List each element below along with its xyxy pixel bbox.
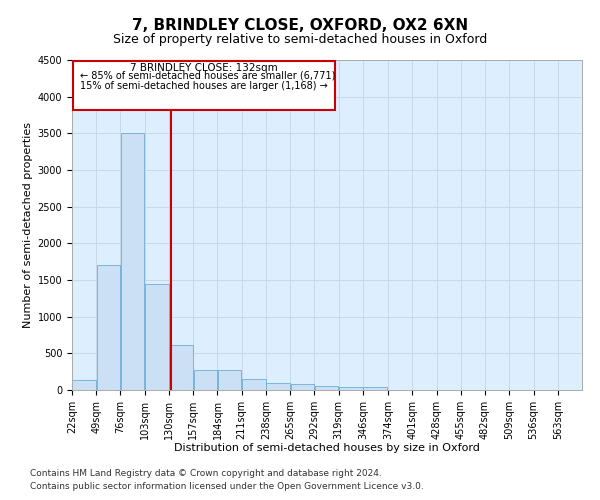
Bar	[242, 379, 266, 390]
Text: Contains public sector information licensed under the Open Government Licence v3: Contains public sector information licen…	[30, 482, 424, 491]
Bar	[218, 370, 241, 390]
Bar	[339, 386, 362, 390]
Text: 7 BRINDLEY CLOSE: 132sqm: 7 BRINDLEY CLOSE: 132sqm	[130, 63, 278, 73]
Text: Contains HM Land Registry data © Crown copyright and database right 2024.: Contains HM Land Registry data © Crown c…	[30, 468, 382, 477]
Bar	[73, 380, 96, 390]
Bar	[73, 60, 335, 110]
Text: 7, BRINDLEY CLOSE, OXFORD, OX2 6XN: 7, BRINDLEY CLOSE, OXFORD, OX2 6XN	[132, 18, 468, 32]
Bar	[315, 386, 338, 390]
X-axis label: Distribution of semi-detached houses by size in Oxford: Distribution of semi-detached houses by …	[174, 444, 480, 454]
Text: Size of property relative to semi-detached houses in Oxford: Size of property relative to semi-detach…	[113, 32, 487, 46]
Bar	[121, 134, 145, 390]
Text: ← 85% of semi-detached houses are smaller (6,771): ← 85% of semi-detached houses are smalle…	[80, 71, 335, 81]
Bar	[145, 284, 169, 390]
Bar	[363, 387, 387, 390]
Bar	[290, 384, 314, 390]
Bar	[97, 266, 120, 390]
Y-axis label: Number of semi-detached properties: Number of semi-detached properties	[23, 122, 34, 328]
Bar	[169, 344, 193, 390]
Bar	[266, 382, 290, 390]
Bar	[194, 370, 217, 390]
Text: 15% of semi-detached houses are larger (1,168) →: 15% of semi-detached houses are larger (…	[80, 82, 328, 92]
